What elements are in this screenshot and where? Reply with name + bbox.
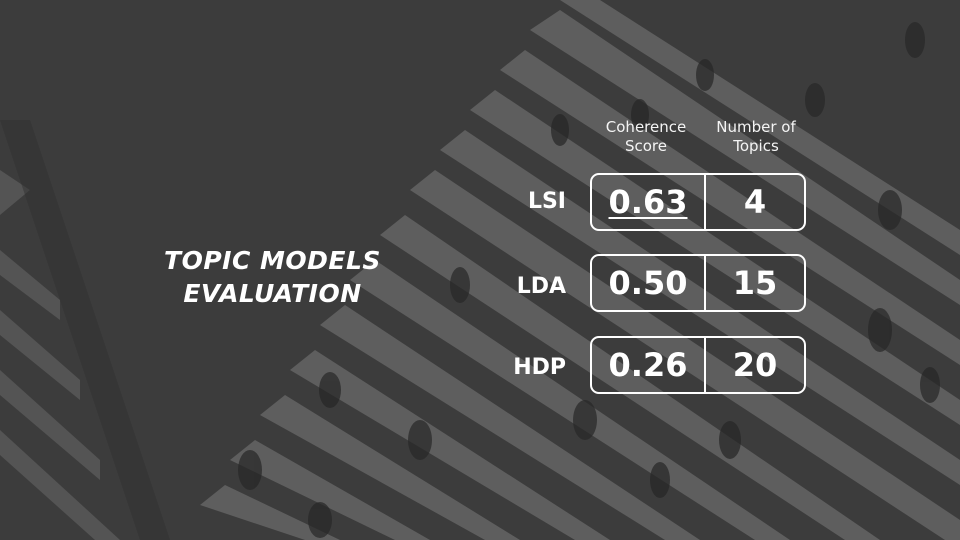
model-label-hdp: HDP xyxy=(513,355,566,380)
topics-cell-lsi: 4 xyxy=(706,175,804,229)
model-label-lda: LDA xyxy=(516,274,566,299)
slide-title: TOPIC MODELS EVALUATION xyxy=(140,244,405,310)
coherence-cell-lda: 0.50 xyxy=(592,256,706,310)
topics-value-lsi: 4 xyxy=(743,183,767,221)
coherence-value-lda: 0.50 xyxy=(608,264,688,302)
topics-cell-lda: 15 xyxy=(706,256,804,310)
topics-value-hdp: 20 xyxy=(732,346,778,384)
model-label-lsi: LSI xyxy=(527,189,566,214)
title-line-2: EVALUATION xyxy=(183,279,362,308)
coherence-value-lsi[interactable]: 0.63 xyxy=(608,183,688,221)
coherence-cell-hdp: 0.26 xyxy=(592,338,706,392)
coherence-score-header: Coherence Score xyxy=(605,118,687,155)
title-line-1: TOPIC MODELS xyxy=(164,246,381,275)
score-box-hdp: 0.26 20 xyxy=(590,336,806,394)
score-box-lsi: 0.63 4 xyxy=(590,173,806,231)
coherence-cell-lsi: 0.63 xyxy=(592,175,706,229)
number-of-topics-header: Number of Topics xyxy=(716,118,796,155)
score-box-lda: 0.50 15 xyxy=(590,254,806,312)
topics-value-lda: 15 xyxy=(732,264,778,302)
topics-cell-hdp: 20 xyxy=(706,338,804,392)
coherence-value-hdp: 0.26 xyxy=(608,346,688,384)
